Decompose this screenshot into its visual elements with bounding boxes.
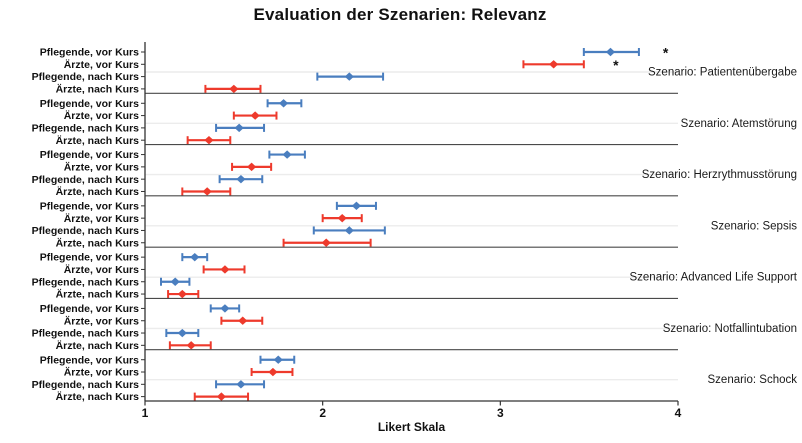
mean-diamond-marker bbox=[236, 380, 246, 389]
x-tick-label: 2 bbox=[319, 406, 326, 420]
mean-diamond-marker bbox=[216, 392, 226, 401]
x-tick-label: 1 bbox=[142, 406, 149, 420]
scenario-label: Szenario: Atemstörung bbox=[681, 118, 797, 130]
mean-diamond-marker bbox=[186, 341, 196, 350]
row-label: Ärzte, nach Kurs bbox=[56, 83, 140, 96]
row-label: Pflegende, nach Kurs bbox=[32, 225, 140, 237]
row-label: Pflegende, vor Kurs bbox=[40, 354, 139, 366]
mean-diamond-marker bbox=[238, 316, 248, 325]
scenario-label: Szenario: Sepsis bbox=[711, 220, 798, 232]
row-label: Pflegende, vor Kurs bbox=[40, 98, 139, 110]
row-label: Pflegende, nach Kurs bbox=[32, 122, 140, 134]
row-label: Ärzte, nach Kurs bbox=[56, 339, 140, 352]
row-label: Ärzte, vor Kurs bbox=[64, 263, 139, 276]
x-axis-title: Likert Skala bbox=[377, 420, 446, 434]
row-label: Ärzte, nach Kurs bbox=[56, 390, 140, 403]
mean-diamond-marker bbox=[229, 84, 239, 94]
row-label: Ärzte, nach Kurs bbox=[56, 185, 140, 198]
mean-diamond-marker bbox=[204, 135, 214, 145]
mean-diamond-marker bbox=[337, 213, 347, 223]
row-label: Ärzte, vor Kurs bbox=[64, 160, 139, 173]
mean-diamond-marker bbox=[278, 99, 289, 108]
mean-diamond-marker bbox=[247, 162, 257, 172]
row-label: Ärzte, nach Kurs bbox=[56, 288, 140, 301]
significance-star: * bbox=[663, 45, 669, 61]
scenario-label: Szenario: Schock bbox=[708, 374, 798, 386]
x-tick-label: 4 bbox=[675, 406, 682, 420]
row-label: Pflegende, vor Kurs bbox=[40, 303, 139, 315]
row-label: Ärzte, nach Kurs bbox=[56, 236, 140, 249]
mean-diamond-marker bbox=[170, 277, 180, 286]
mean-diamond-marker bbox=[273, 355, 283, 364]
mean-diamond-marker bbox=[549, 60, 559, 69]
mean-diamond-marker bbox=[220, 304, 230, 313]
row-label: Ärzte, vor Kurs bbox=[64, 366, 139, 379]
mean-diamond-marker bbox=[282, 150, 292, 159]
mean-diamond-marker bbox=[220, 265, 230, 274]
row-label: Pflegende, nach Kurs bbox=[32, 379, 140, 391]
row-label: Pflegende, vor Kurs bbox=[40, 47, 139, 59]
mean-diamond-marker bbox=[177, 328, 187, 338]
row-label: Pflegende, nach Kurs bbox=[32, 174, 140, 186]
row-label: Pflegende, vor Kurs bbox=[40, 252, 139, 264]
mean-diamond-marker bbox=[321, 238, 331, 247]
mean-diamond-marker bbox=[344, 72, 354, 81]
mean-diamond-marker bbox=[250, 111, 260, 120]
x-tick-label: 3 bbox=[497, 406, 504, 420]
mean-diamond-marker bbox=[234, 123, 244, 133]
mean-diamond-marker bbox=[236, 174, 246, 184]
mean-diamond-marker bbox=[202, 187, 212, 196]
significance-star: * bbox=[613, 57, 619, 73]
row-label: Ärzte, vor Kurs bbox=[64, 314, 139, 327]
scenario-label: Szenario: Notfallintubation bbox=[663, 323, 797, 335]
mean-diamond-marker bbox=[351, 201, 362, 211]
mean-diamond-marker bbox=[268, 367, 278, 377]
row-label: Pflegende, nach Kurs bbox=[32, 328, 140, 340]
row-label: Ärzte, nach Kurs bbox=[56, 134, 140, 147]
row-label: Pflegende, nach Kurs bbox=[32, 71, 140, 83]
mean-diamond-marker bbox=[177, 289, 187, 299]
row-label: Ärzte, vor Kurs bbox=[64, 212, 139, 225]
mean-diamond-marker bbox=[605, 47, 616, 57]
row-label: Pflegende, vor Kurs bbox=[40, 200, 139, 212]
mean-diamond-marker bbox=[190, 252, 200, 262]
scenario-label: Szenario: Patientenübergabe bbox=[648, 67, 797, 79]
chart-title: Evaluation der Szenarien: Relevanz bbox=[253, 5, 547, 24]
row-label: Pflegende, nach Kurs bbox=[32, 276, 140, 288]
row-label: Ärzte, vor Kurs bbox=[64, 58, 139, 71]
row-label: Ärzte, vor Kurs bbox=[64, 109, 139, 122]
scenario-label: Szenario: Herzrythmusstörung bbox=[642, 169, 797, 181]
row-label: Pflegende, vor Kurs bbox=[40, 149, 139, 161]
mean-diamond-marker bbox=[344, 226, 354, 235]
scenario-label: Szenario: Advanced Life Support bbox=[629, 272, 797, 284]
